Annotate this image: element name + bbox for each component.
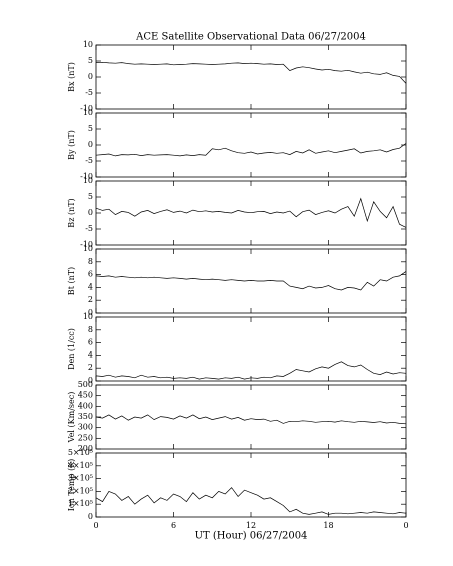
data-line	[95, 61, 407, 84]
y-tick-label: 4	[88, 282, 93, 291]
y-tick-label: 10	[83, 40, 93, 49]
y-tick-label: 2	[88, 363, 93, 372]
y-tick-label: 0	[88, 72, 93, 81]
y-tick-label: 8	[88, 257, 93, 266]
y-tick-label: 10	[83, 108, 93, 117]
y-tick-label: 6	[88, 270, 93, 279]
y-tick-label: 0	[88, 512, 93, 521]
data-line	[95, 487, 407, 515]
y-tick-label: 8	[88, 325, 93, 334]
y-axis-label: Bz (nT)	[67, 198, 76, 227]
y-tick-label: 5	[88, 56, 93, 65]
y-tick-label: 5	[88, 124, 93, 133]
y-tick-label: 2	[88, 295, 93, 304]
y-tick-label: -5	[85, 156, 93, 165]
y-tick-label: 200	[78, 444, 93, 453]
y-tick-label: 4×10⁵	[68, 461, 93, 470]
y-tick-label: 5	[88, 192, 93, 201]
data-line	[95, 197, 407, 228]
y-tick-label: 0	[88, 308, 93, 317]
x-axis-label: UT (Hour) 06/27/2004	[195, 531, 308, 542]
data-line	[95, 271, 407, 291]
panel-frame	[95, 316, 407, 382]
y-tick-label: 1×10⁵	[68, 499, 93, 508]
x-tick-label: 12	[246, 521, 256, 530]
panel-frame	[95, 248, 407, 314]
y-tick-label: -10	[80, 104, 93, 113]
y-tick-label: 6	[88, 338, 93, 347]
y-tick-label: 250	[78, 433, 93, 442]
y-tick-label: 3×10⁵	[68, 474, 93, 483]
panel-frame	[95, 112, 407, 178]
x-tick-label: 0	[93, 521, 98, 530]
data-line	[95, 414, 407, 425]
x-tick-label: 0	[403, 521, 408, 530]
y-tick-label: 0	[88, 140, 93, 149]
x-tick-label: 6	[171, 521, 176, 530]
y-tick-label: 0	[88, 208, 93, 217]
y-tick-label: 300	[78, 423, 93, 432]
y-tick-label: 2×10⁵	[68, 486, 93, 495]
y-tick-label: 10	[83, 312, 93, 321]
y-axis-label: Bt (nT)	[67, 267, 76, 295]
y-axis-label: By (nT)	[67, 130, 76, 160]
y-tick-label: 450	[78, 391, 93, 400]
panel-frame	[95, 44, 407, 110]
y-tick-label: 10	[83, 176, 93, 185]
y-tick-label: 0	[88, 376, 93, 385]
y-tick-label: -5	[85, 224, 93, 233]
data-line	[95, 361, 407, 380]
y-tick-label: 10	[83, 244, 93, 253]
y-tick-label: -10	[80, 240, 93, 249]
y-axis-label: Ion Temp (K)	[67, 459, 76, 512]
y-axis-label: Bx (nT)	[67, 62, 76, 92]
y-tick-label: 500	[78, 380, 93, 389]
y-tick-label: -5	[85, 88, 93, 97]
y-axis-label: Vel (Km/sec)	[67, 392, 76, 444]
y-tick-label: 400	[78, 401, 93, 410]
data-line	[95, 143, 407, 157]
y-tick-label: 5×10⁵	[68, 448, 93, 457]
chart-title: ACE Satellite Observational Data 06/27/2…	[135, 32, 366, 43]
y-tick-label: 4	[88, 350, 93, 359]
y-tick-label: -10	[80, 172, 93, 181]
panel-frame	[95, 452, 407, 518]
panel-frame	[95, 384, 407, 450]
y-tick-label: 350	[78, 412, 93, 421]
y-axis-label: Den (1/cc)	[67, 328, 76, 370]
x-tick-label: 18	[323, 521, 333, 530]
